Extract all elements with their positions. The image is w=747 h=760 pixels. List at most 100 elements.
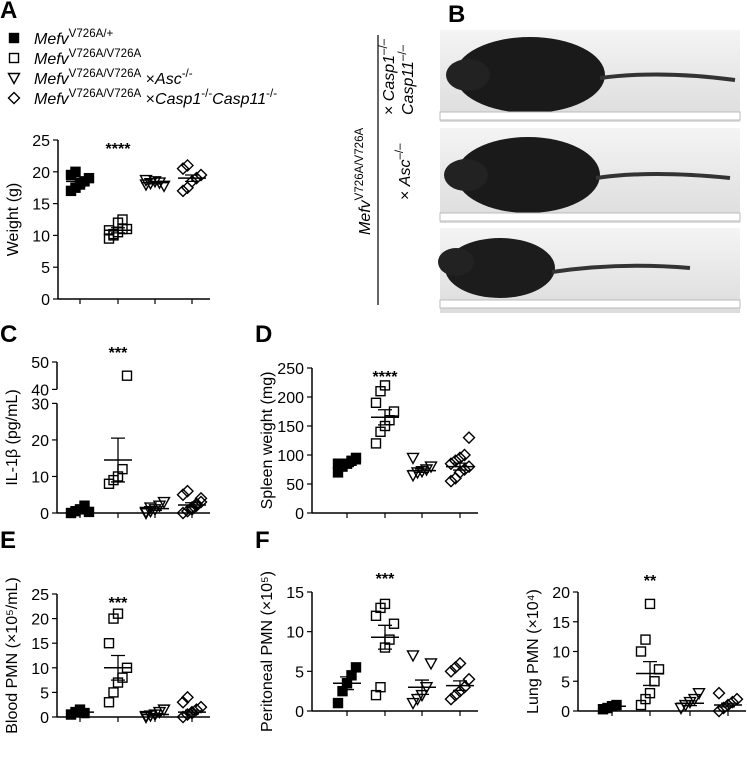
- point: [176, 506, 190, 520]
- point: [139, 710, 153, 723]
- point: [194, 491, 208, 505]
- mouse-photos: [377, 30, 741, 313]
- y-tick-label: 15: [286, 585, 304, 602]
- y-tick-label: 250: [277, 361, 304, 378]
- panel-letter: F: [255, 527, 270, 554]
- point: [462, 460, 476, 474]
- point: [458, 448, 471, 462]
- genotype-label: MefvV726A/V726A: [354, 127, 374, 235]
- y-tick-label: 10: [31, 469, 49, 486]
- point: [176, 710, 190, 724]
- mouse-head: [444, 159, 488, 191]
- point: [350, 662, 362, 673]
- point: [444, 457, 458, 471]
- error-bar: [111, 227, 125, 234]
- mouse-tail: [551, 263, 691, 274]
- y-tick-label: 50: [286, 477, 304, 494]
- y-tick-label: 0: [40, 710, 49, 727]
- y-axis-label: Weight (g): [5, 183, 22, 257]
- point: [121, 370, 133, 381]
- y-tick-label: 50: [31, 355, 49, 372]
- point: [157, 496, 171, 509]
- y-tick-label: 20: [552, 585, 570, 602]
- error-bar: [111, 437, 125, 483]
- text-part: ×: [141, 91, 155, 108]
- point: [176, 695, 190, 709]
- error-bar: [378, 624, 392, 650]
- point: [726, 695, 739, 709]
- y-tick-label: 10: [32, 228, 50, 245]
- point: [83, 506, 95, 518]
- text-part: Mefv: [34, 91, 70, 108]
- y-axis-label: Spleen weight (mg): [259, 372, 276, 510]
- point: [157, 180, 171, 193]
- point: [181, 484, 194, 498]
- y-tick-label: 20: [31, 612, 49, 629]
- text-part: -/-: [266, 88, 277, 100]
- panel-letter: D: [255, 321, 272, 348]
- point: [692, 687, 706, 701]
- error-bar: [340, 460, 354, 468]
- point: [406, 697, 420, 711]
- error-bar: [415, 468, 429, 474]
- point: [640, 634, 651, 645]
- text-part: -/-: [182, 68, 193, 80]
- text-part: Casp1: [155, 91, 201, 108]
- point: [117, 214, 128, 225]
- y-tick-label: 15: [552, 615, 570, 632]
- point: [8, 32, 20, 44]
- text-part: V726A/+: [69, 28, 114, 40]
- point: [649, 676, 660, 687]
- point: [185, 706, 199, 720]
- error-bar: [111, 654, 125, 681]
- point: [190, 171, 203, 185]
- point: [406, 650, 420, 663]
- point: [444, 474, 458, 488]
- text-part: Asc: [397, 160, 414, 188]
- error-bar: [73, 709, 87, 715]
- point: [181, 690, 194, 704]
- error-bar: [378, 409, 392, 426]
- point: [444, 692, 458, 706]
- text-part: –/–: [394, 143, 406, 160]
- text-part: –/–: [378, 38, 390, 55]
- y-tick-label: 200: [277, 390, 304, 407]
- point: [181, 158, 194, 172]
- point: [139, 506, 153, 519]
- error-bar: [73, 506, 87, 512]
- significance: ***: [109, 595, 128, 612]
- point: [112, 608, 124, 619]
- mouse-head: [438, 248, 474, 276]
- error-bar: [415, 679, 429, 695]
- y-tick-label: 150: [277, 419, 304, 436]
- point: [194, 168, 208, 182]
- y-tick-label: 5: [41, 260, 50, 277]
- point: [462, 672, 476, 686]
- point: [7, 91, 21, 105]
- y-tick-label: 15: [31, 636, 49, 653]
- point: [388, 406, 400, 417]
- error-bar: [185, 709, 199, 715]
- point: [103, 697, 115, 708]
- point: [424, 658, 438, 671]
- significance: ***: [109, 345, 128, 362]
- point: [687, 693, 702, 707]
- significance: **: [644, 573, 657, 590]
- point: [644, 687, 656, 699]
- point: [8, 52, 20, 64]
- y-axis-label: Lung PMN (×10⁴): [525, 589, 542, 714]
- text-part: V726A/V726A: [69, 48, 142, 60]
- point: [712, 704, 726, 718]
- legend-entry: MefvV726A/V726A ×Asc-/-: [34, 68, 193, 88]
- significance: ***: [376, 571, 395, 588]
- point: [103, 638, 115, 649]
- mouse-head: [446, 59, 490, 91]
- mouse: [455, 37, 605, 113]
- point: [370, 438, 382, 449]
- y-tick-label: 0: [295, 704, 304, 721]
- y-axis-label: Peritoneal PMN (×10⁵): [259, 571, 276, 732]
- error-bar: [605, 704, 619, 709]
- point: [379, 598, 391, 610]
- y-axis-label: Blood PMN (×10⁵/mL): [4, 577, 21, 733]
- y-tick-label: 5: [40, 685, 49, 702]
